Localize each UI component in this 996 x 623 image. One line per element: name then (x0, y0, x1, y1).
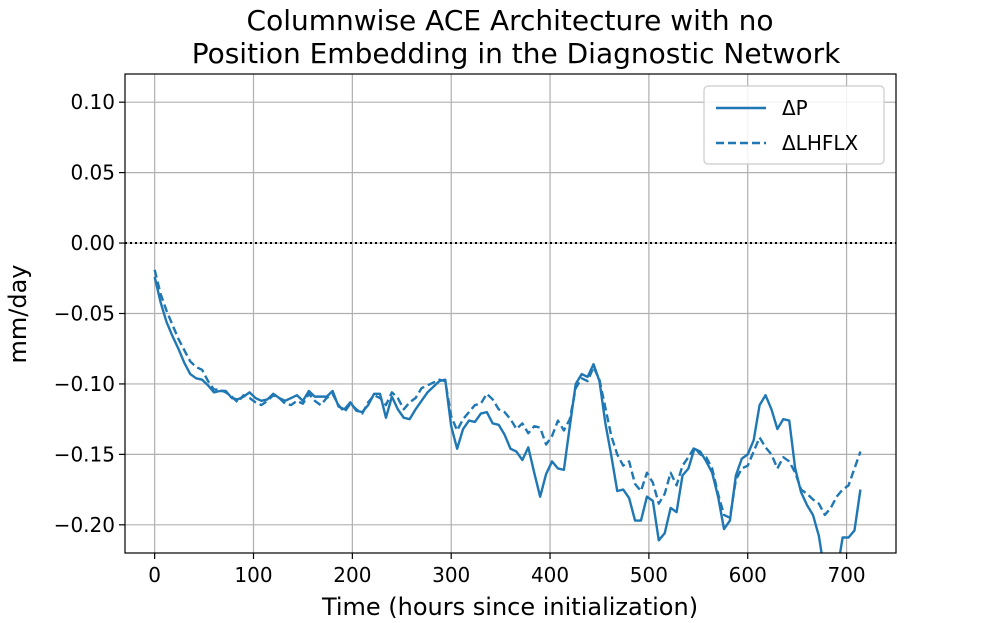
x-axis-label: Time (hours since initialization) (321, 593, 698, 621)
x-tick-label: 300 (432, 563, 470, 587)
y-tick-label: −0.05 (54, 302, 115, 326)
grid (125, 74, 896, 553)
axes: 0 100 200 300 400 500 600 700 0.10 0.05 0.00 −0.05 −… (54, 73, 897, 587)
legend-box (703, 85, 885, 165)
legend-label: ΔLHFLX (782, 131, 859, 155)
x-tick-label: 200 (333, 563, 371, 587)
y-tick-label: 0.05 (70, 161, 115, 185)
y-tick-label: 0.00 (70, 231, 115, 255)
x-tick-label: 400 (531, 563, 569, 587)
x-tick-label: 100 (234, 563, 272, 587)
legend-label: ΔP (782, 96, 808, 120)
y-tick-label: −0.20 (54, 513, 115, 537)
chart-title-line-1: Columnwise ACE Architecture with no (247, 4, 774, 37)
y-tick-label: −0.15 (54, 442, 115, 466)
legend: ΔP ΔLHFLX (703, 85, 885, 165)
series-line-delta-lhflx (153, 269, 862, 519)
y-tick-label: 0.10 (70, 90, 115, 114)
x-tick-label: 0 (148, 563, 161, 587)
series-group (153, 269, 862, 553)
x-tick-label: 500 (630, 563, 668, 587)
y-tick-label: −0.10 (54, 372, 115, 396)
x-tick-label: 600 (729, 563, 767, 587)
chart-title-line-2: Position Embedding in the Diagnostic Net… (192, 37, 841, 70)
x-tick-label: 700 (827, 563, 865, 587)
series-line-delta-p (153, 276, 862, 553)
y-axis-label: mm/day (4, 265, 32, 364)
